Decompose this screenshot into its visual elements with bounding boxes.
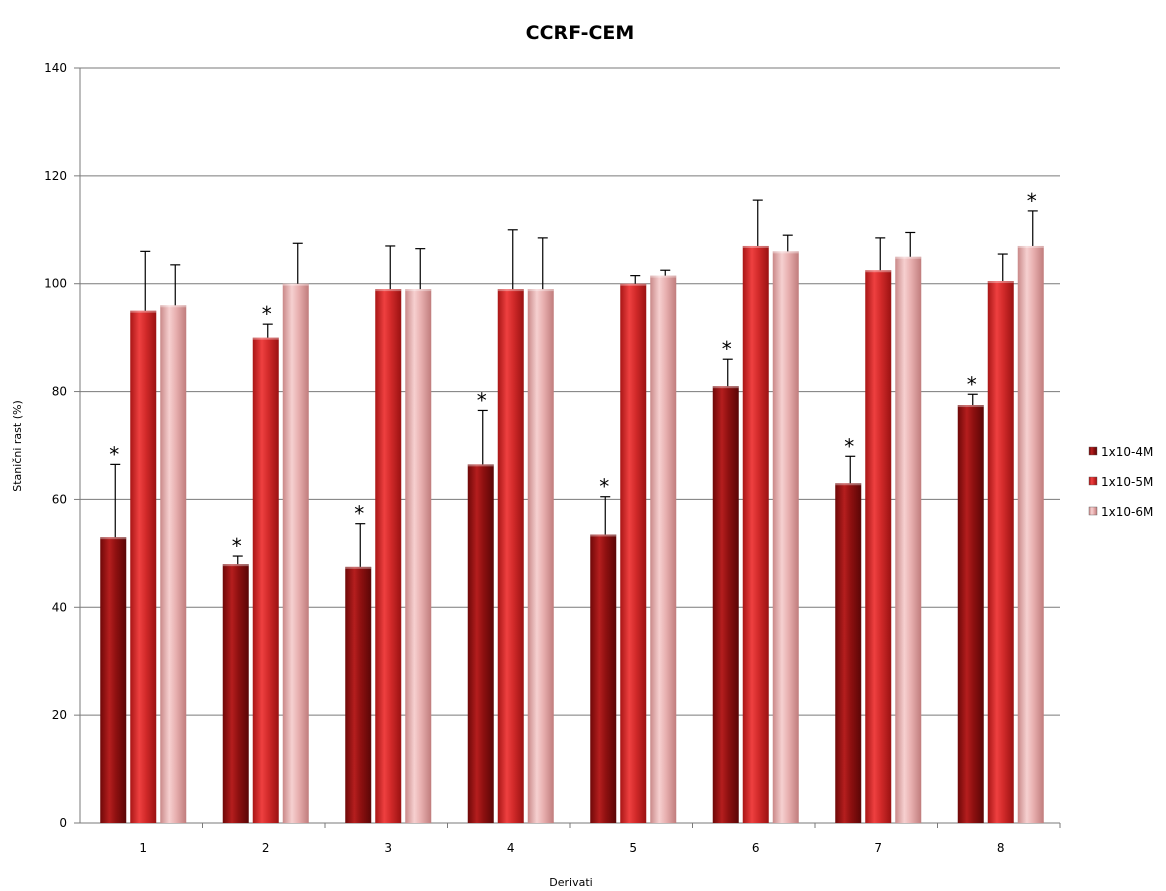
bar-highlight	[590, 534, 617, 537]
significance-star: *	[967, 372, 977, 396]
bar-highlight	[282, 283, 309, 286]
significance-star: *	[1027, 189, 1037, 213]
bar-highlight	[835, 483, 862, 486]
bar-series-2-cat-4	[497, 289, 524, 823]
bar-series-3-cat-1	[160, 305, 187, 823]
bar-highlight	[375, 289, 402, 292]
bar-highlight	[130, 310, 157, 313]
bar-highlight	[160, 305, 187, 308]
bar-series-1-cat-4	[467, 464, 494, 823]
bar-series-3-cat-2	[282, 283, 309, 823]
bar-series-2-cat-1	[130, 310, 157, 823]
bar-series-2-cat-3	[375, 289, 402, 823]
x-tick-label: 6	[752, 841, 760, 855]
bar-series-2-cat-6	[742, 245, 769, 823]
bar-highlight	[987, 281, 1014, 284]
bar-highlight	[527, 289, 554, 292]
bar-series-3-cat-6	[772, 251, 799, 823]
error-bars	[110, 199, 1038, 567]
legend-label-2: 1x10-5M	[1101, 475, 1153, 489]
significance-star: *	[477, 388, 487, 412]
bar-series-1-cat-1	[100, 537, 127, 823]
legend: 1x10-4M 1x10-5M 1x10-6M	[1088, 445, 1153, 519]
significance-star: *	[844, 434, 854, 458]
bar-series-3-cat-8	[1017, 245, 1044, 823]
y-axis-title: Stanični rast (%)	[11, 400, 24, 491]
significance-star: *	[109, 442, 119, 466]
legend-swatch-2	[1088, 476, 1098, 486]
y-axis-ticks: 0 20 40 60 80 100 120 140	[44, 61, 67, 830]
bar-series-2-cat-8	[987, 281, 1014, 824]
x-axis-ticks: 1 2 3 4 5 6 7 8	[139, 823, 1061, 855]
bar-highlight	[712, 386, 739, 389]
significance-star: *	[262, 302, 272, 326]
legend-swatch-1	[1088, 446, 1098, 456]
legend-label-3: 1x10-6M	[1101, 505, 1153, 519]
y-tick-label: 20	[52, 708, 67, 722]
legend-label-1: 1x10-4M	[1101, 445, 1153, 459]
bar-series-2-cat-5	[620, 283, 647, 823]
bar-series-1-cat-2	[222, 564, 249, 823]
significance-star: *	[599, 475, 609, 499]
x-tick-label: 7	[874, 841, 882, 855]
x-tick-label: 5	[629, 841, 637, 855]
bar-series-3-cat-5	[650, 275, 677, 823]
bar-series-1-cat-3	[345, 566, 372, 823]
significance-star: *	[722, 337, 732, 361]
significance-star: *	[232, 534, 242, 558]
bar-highlight	[865, 270, 892, 273]
bar-series-1-cat-8	[957, 405, 984, 823]
x-tick-label: 4	[507, 841, 515, 855]
y-tick-label: 120	[44, 169, 67, 183]
significance-markers: * * * * * * * * * *	[109, 189, 1037, 558]
x-tick-label: 8	[997, 841, 1005, 855]
y-tick-label: 80	[52, 385, 67, 399]
x-tick-label: 3	[384, 841, 392, 855]
bar-highlight	[405, 289, 432, 292]
bar-highlight	[222, 564, 249, 567]
y-tick-label: 60	[52, 492, 67, 506]
bar-highlight	[895, 256, 922, 259]
significance-star: *	[354, 502, 364, 526]
bar-series-2-cat-2	[252, 337, 279, 823]
bar-series-1-cat-7	[835, 483, 862, 823]
bar-highlight	[620, 283, 647, 286]
bar-highlight	[252, 337, 279, 340]
bar-highlight	[957, 405, 984, 408]
x-axis-title: Derivati	[549, 876, 592, 889]
bar-series-2-cat-7	[865, 270, 892, 823]
legend-swatch-3	[1088, 506, 1098, 516]
bar-highlight	[650, 275, 677, 278]
bar-series-1-cat-5	[590, 534, 617, 823]
bar-highlight	[467, 464, 494, 467]
bar-highlight	[1017, 245, 1044, 248]
y-tick-label: 140	[44, 61, 67, 75]
x-tick-label: 2	[262, 841, 270, 855]
y-tick-label: 0	[59, 816, 67, 830]
bar-series-3-cat-4	[527, 289, 554, 823]
bar-highlight	[100, 537, 127, 540]
bar-highlight	[742, 245, 769, 248]
x-tick-label: 1	[139, 841, 147, 855]
y-tick-label: 100	[44, 277, 67, 291]
chart-title: CCRF-CEM	[526, 22, 635, 44]
bar-highlight	[772, 251, 799, 254]
y-tick-label: 40	[52, 600, 67, 614]
bar-highlight	[345, 566, 372, 569]
bar-series-3-cat-3	[405, 289, 432, 823]
bar-series-3-cat-7	[895, 256, 922, 823]
bars	[100, 245, 1044, 824]
bar-series-1-cat-6	[712, 386, 739, 823]
bar-highlight	[497, 289, 524, 292]
